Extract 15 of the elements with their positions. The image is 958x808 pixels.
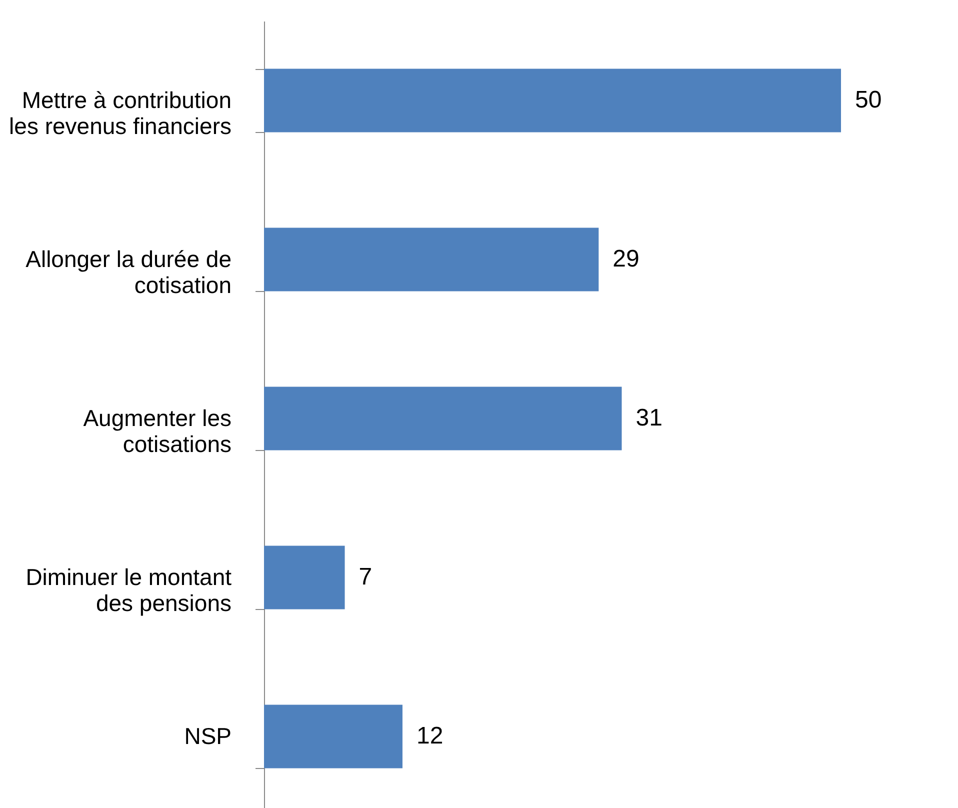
data-label: 12 (416, 722, 444, 750)
bar (264, 546, 345, 610)
bar (264, 386, 622, 450)
data-label: 50 (855, 86, 882, 114)
bar (264, 704, 402, 768)
y-tick-label: Mettre à contribution les revenus financiers (9, 87, 232, 139)
y-tick-label: Diminuer le montant des pensions (26, 564, 232, 616)
y-tick-label: Augmenter les cotisations (83, 405, 232, 457)
data-label: 7 (358, 564, 372, 590)
data-label: 29 (612, 246, 640, 272)
y-tick-label: Allonger la durée de cotisation (26, 246, 232, 298)
y-tick-label: NSP (184, 723, 232, 749)
data-label: 31 (636, 404, 662, 432)
bar (264, 228, 599, 292)
bar (264, 68, 841, 132)
